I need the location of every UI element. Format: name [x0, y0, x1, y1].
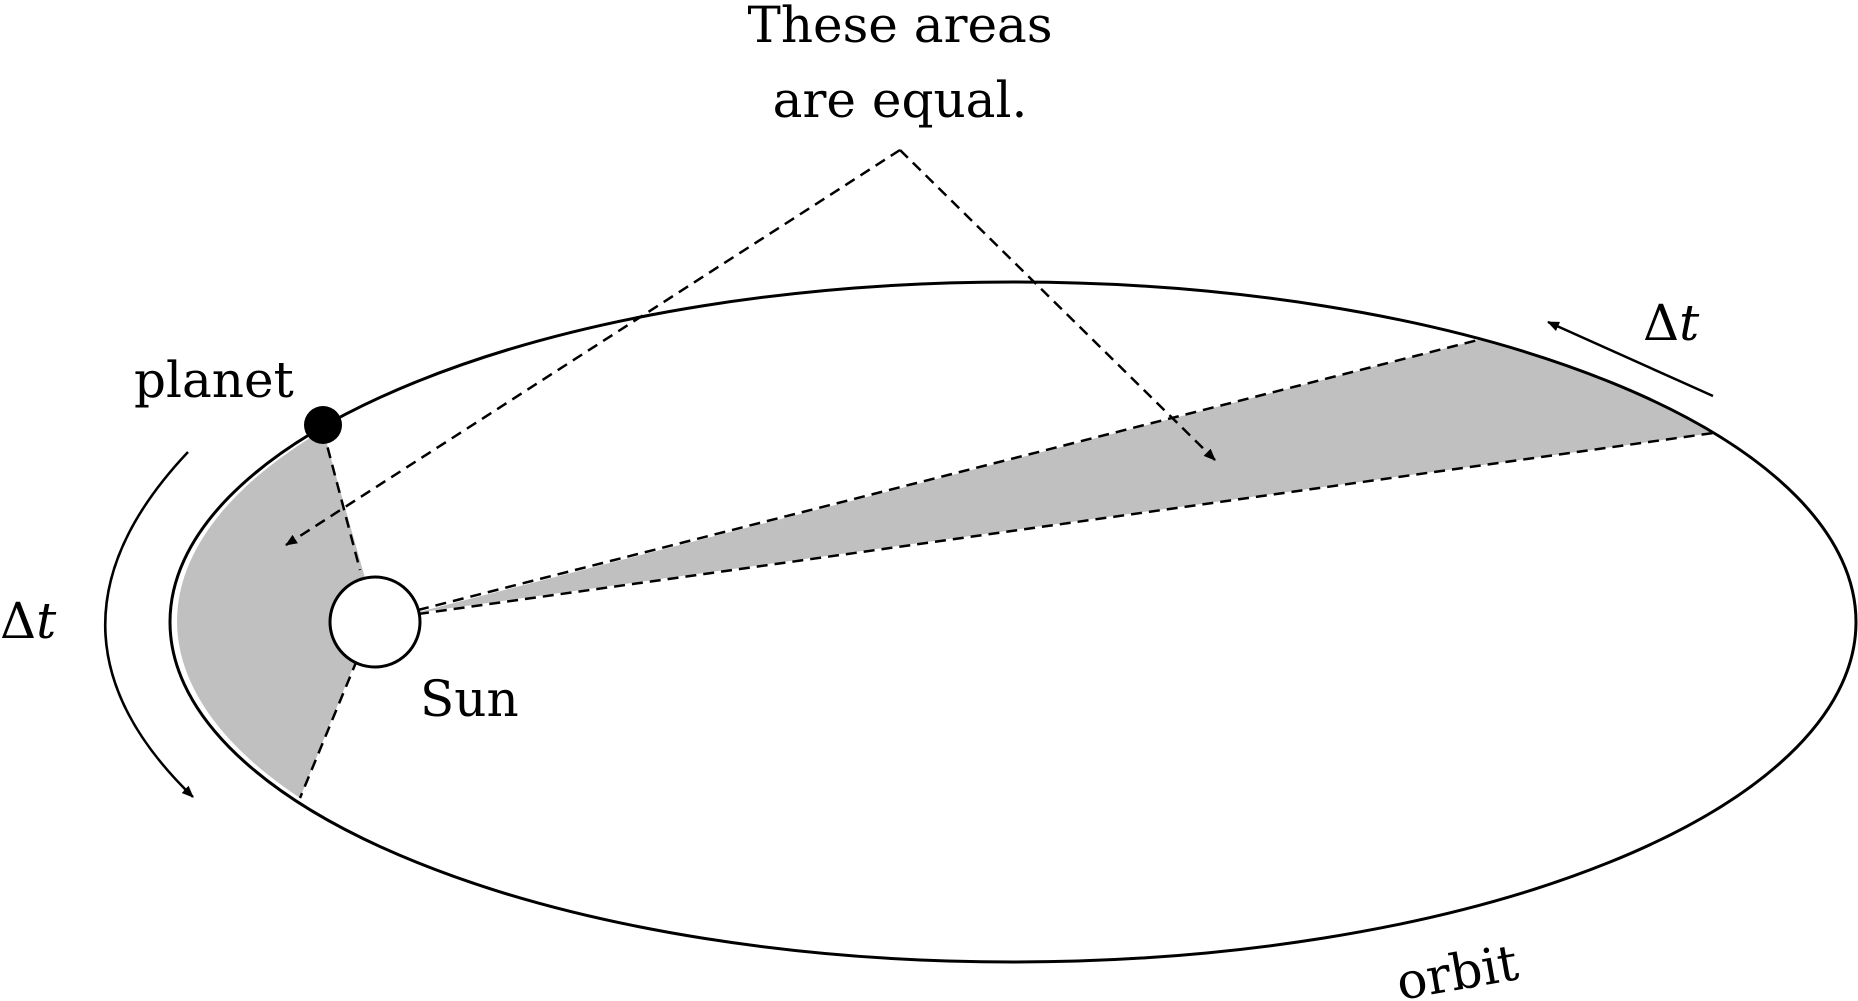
sun-circle: [328, 575, 422, 669]
radius-line-upper-right: [417, 338, 1479, 612]
pointer-arrow-left: [285, 148, 901, 547]
time-variable-right: t: [1679, 294, 1700, 352]
orbit-label: orbit: [1392, 933, 1522, 1001]
time-variable-left: t: [36, 592, 57, 650]
motion-arrow-right: [1547, 320, 1714, 398]
orbit-ellipse: [168, 280, 1858, 964]
delta-t-label-left: Δt: [0, 592, 57, 650]
planet-dot: [304, 406, 342, 444]
radius-line-planet: [321, 429, 362, 571]
annotation-line-1: These areas: [747, 0, 1052, 54]
radius-line-lower-right: [417, 431, 1714, 616]
radius-line-lower-left: [298, 659, 359, 799]
planet-label: planet: [134, 351, 294, 409]
delta-t-label-right: Δt: [1643, 294, 1700, 352]
shaded-area-left: [177, 430, 375, 798]
radius-lines: [298, 338, 1714, 799]
shaded-area-right: [415, 340, 1713, 613]
annotation-pointers: [285, 148, 1216, 547]
motion-arrow-left: [104, 451, 194, 798]
delta-symbol-left: Δ: [0, 592, 36, 650]
pointer-arrow-right: [899, 149, 1216, 461]
annotation-line-2: are equal.: [773, 71, 1028, 129]
delta-symbol-right: Δ: [1643, 294, 1679, 352]
sun-label: Sun: [420, 670, 519, 728]
